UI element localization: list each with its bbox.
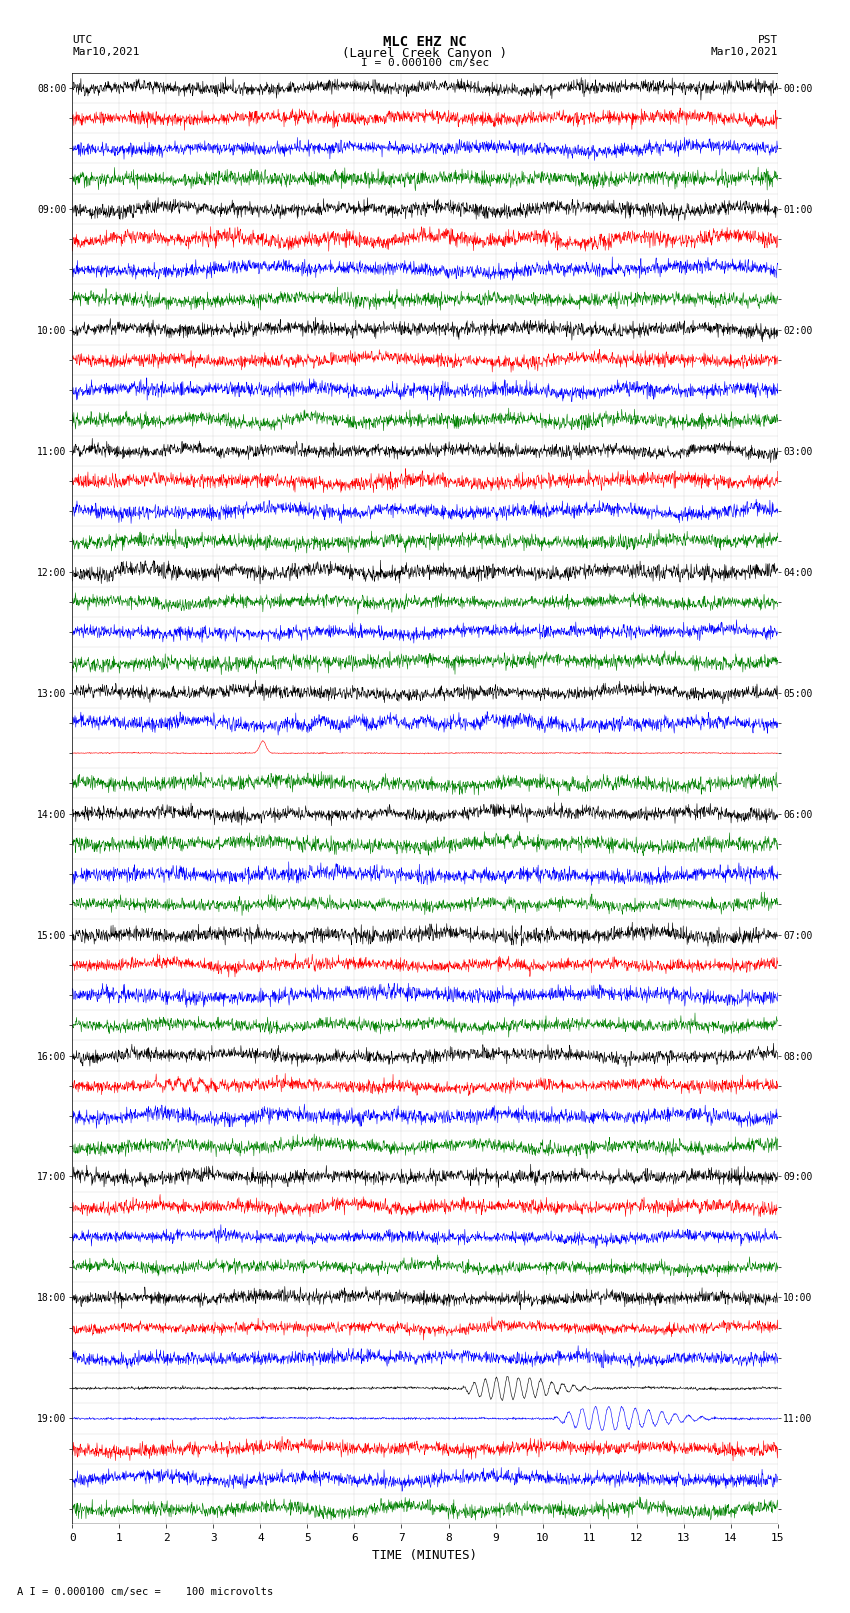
Text: A I = 0.000100 cm/sec =    100 microvolts: A I = 0.000100 cm/sec = 100 microvolts (17, 1587, 273, 1597)
Text: PST: PST (757, 35, 778, 45)
Text: UTC: UTC (72, 35, 93, 45)
Text: (Laurel Creek Canyon ): (Laurel Creek Canyon ) (343, 47, 507, 60)
Text: Mar10,2021: Mar10,2021 (72, 47, 139, 56)
Text: I = 0.000100 cm/sec: I = 0.000100 cm/sec (361, 58, 489, 68)
Text: MLC EHZ NC: MLC EHZ NC (383, 35, 467, 50)
Text: Mar10,2021: Mar10,2021 (711, 47, 778, 56)
X-axis label: TIME (MINUTES): TIME (MINUTES) (372, 1548, 478, 1561)
